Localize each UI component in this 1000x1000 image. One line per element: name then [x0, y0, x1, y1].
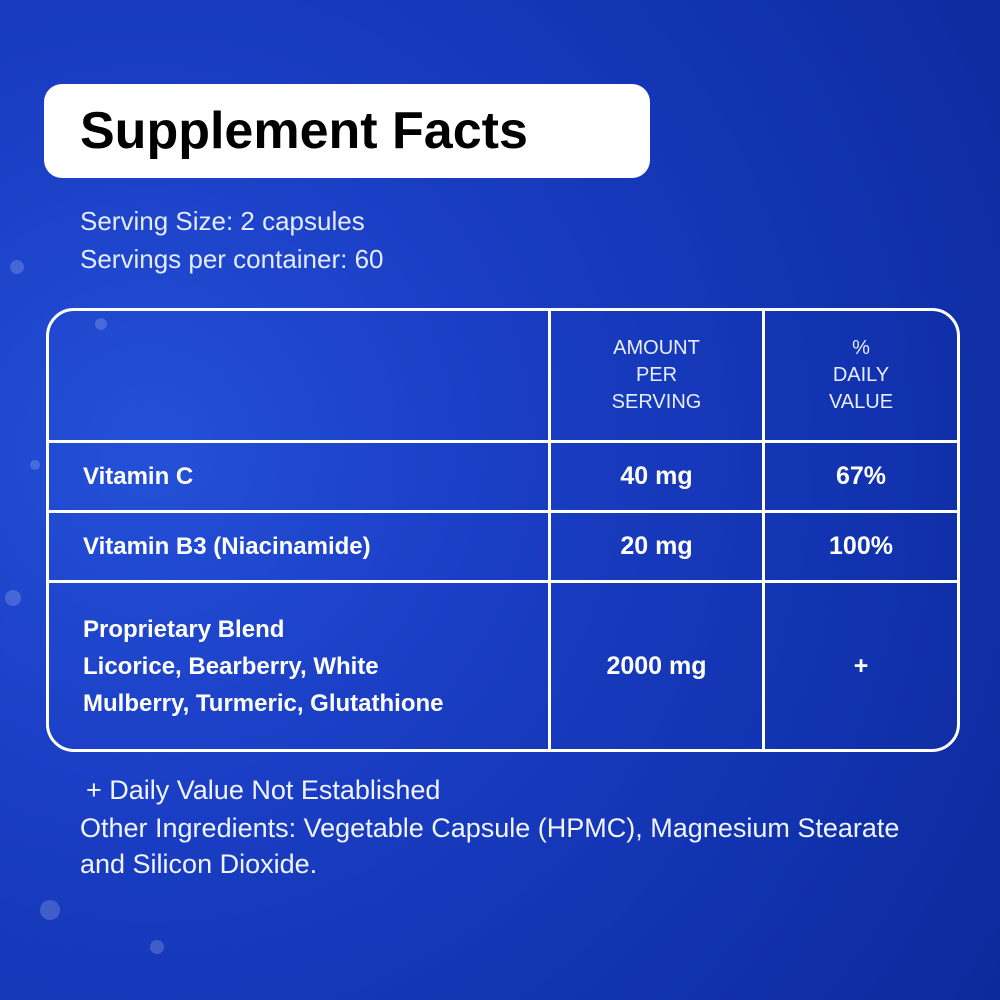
- decor-dot: [150, 940, 164, 954]
- daily-value: 100%: [829, 532, 893, 560]
- header-line: VALUE: [828, 391, 894, 413]
- other-ingredients: Other Ingredients: Vegetable Capsule (HP…: [80, 813, 900, 879]
- column-divider: [762, 311, 765, 749]
- footnote: + Daily Value Not Established: [86, 775, 441, 805]
- blend-cell: Proprietary Blend Licorice, Bearberry, W…: [83, 583, 483, 749]
- row-divider: [49, 580, 957, 583]
- row-divider: [49, 440, 957, 443]
- daily-value: +: [853, 651, 869, 680]
- decor-dot: [5, 590, 21, 606]
- title: Supplement Facts: [80, 102, 528, 160]
- facts-table: AMOUNT PER SERVING % DAILY VALUE Vitamin…: [46, 308, 960, 752]
- header-line: AMOUNT: [613, 337, 700, 359]
- blend-ingredients: Licorice, Bearberry, White Mulberry, Tur…: [83, 652, 444, 717]
- decor-dot: [95, 318, 107, 330]
- header-line: SERVING: [611, 391, 702, 413]
- serving-size: Serving Size: 2 capsules: [80, 206, 365, 236]
- header-line: DAILY: [832, 364, 890, 386]
- amount: 20 mg: [620, 532, 693, 560]
- nutrient-name: Vitamin C: [83, 462, 194, 490]
- nutrient-name: Vitamin B3 (Niacinamide): [83, 532, 371, 560]
- title-box: Supplement Facts: [44, 84, 650, 178]
- nutrient-name: Proprietary Blend: [83, 615, 285, 643]
- decor-dot: [40, 900, 60, 920]
- header-line: PER: [635, 364, 678, 386]
- row-divider: [49, 510, 957, 513]
- amount: 2000 mg: [606, 651, 707, 680]
- column-divider: [548, 311, 551, 749]
- amount: 40 mg: [620, 462, 693, 490]
- decor-dot: [10, 260, 24, 274]
- header-line: %: [852, 337, 870, 359]
- header-amount: AMOUNT PER SERVING: [551, 311, 762, 440]
- decor-dot: [30, 460, 40, 470]
- header-dv: % DAILY VALUE: [765, 311, 957, 440]
- servings-per-container: Servings per container: 60: [80, 244, 384, 274]
- daily-value: 67%: [835, 462, 887, 490]
